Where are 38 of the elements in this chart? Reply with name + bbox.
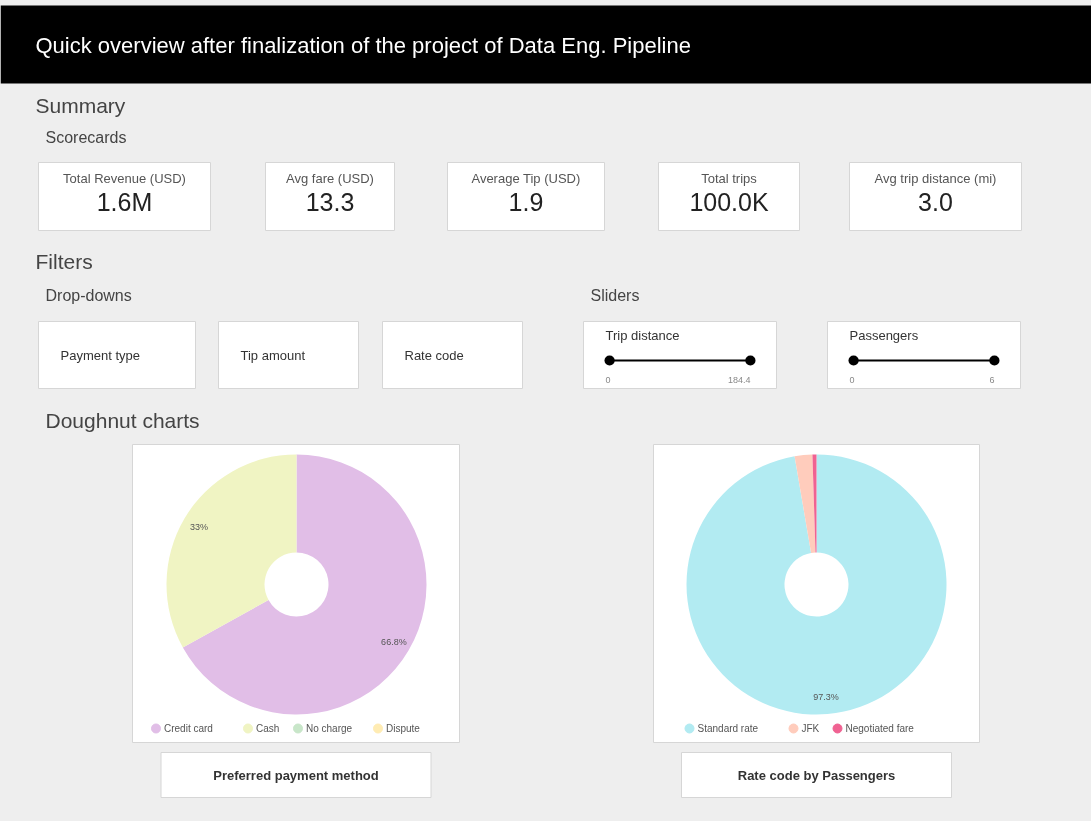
- text: Tip amount: [240, 348, 306, 363]
- text: Filters: [35, 250, 93, 273]
- text: Avg trip distance (mi): [874, 171, 997, 186]
- legend-label: Negotiated fare: [845, 723, 915, 734]
- legend-label: Dispute: [386, 723, 421, 734]
- text: 1.6M: [96, 187, 153, 216]
- legend-label: Credit card: [164, 723, 213, 734]
- text: Total trips: [701, 171, 758, 186]
- legend-label: Standard rate: [697, 723, 759, 734]
- text: 184.4: [727, 374, 751, 385]
- text: 100.0K: [689, 187, 769, 216]
- text: Summary: [35, 94, 126, 117]
- text: 6: [989, 374, 995, 385]
- legend-label: Cash: [256, 723, 280, 734]
- text: Avg fare (USD): [286, 171, 374, 186]
- data-label: 97.3%: [813, 692, 839, 703]
- text: Scorecards: [45, 129, 127, 146]
- text: Trip distance: [605, 328, 680, 343]
- text: Rate code: [404, 348, 464, 363]
- text: 3.0: [918, 187, 953, 216]
- legend-label: No charge: [306, 723, 353, 734]
- text: Payment type: [60, 348, 140, 363]
- text: Preferred payment method: [213, 768, 379, 783]
- text: 1.9: [508, 187, 544, 216]
- data-label: 33%: [190, 522, 209, 533]
- text: 13.3: [305, 187, 355, 216]
- text: Total Revenue (USD): [63, 171, 186, 186]
- text: Rate code by Passengers: [737, 768, 896, 783]
- text: Average Tip (USD): [471, 171, 581, 186]
- text: 0: [849, 374, 855, 385]
- text: Passengers: [849, 328, 919, 343]
- text: Drop-downs: [45, 287, 132, 304]
- text: Doughnut charts: [45, 409, 200, 432]
- legend-label: JFK: [801, 723, 820, 734]
- text: Sliders: [590, 287, 640, 304]
- data-label: 66.8%: [381, 636, 407, 647]
- text: 0: [605, 374, 611, 385]
- text: Quick overview after finalization of the project of Data Eng. Pipeline: [35, 33, 691, 58]
